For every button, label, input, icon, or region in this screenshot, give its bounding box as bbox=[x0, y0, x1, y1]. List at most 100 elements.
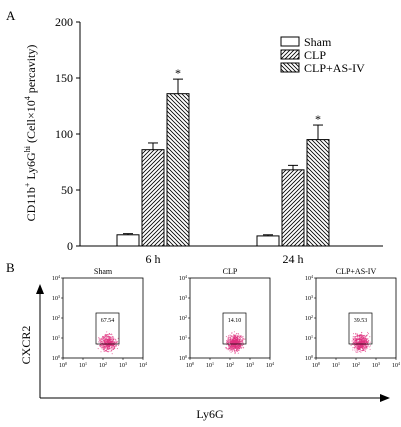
scatter-point bbox=[99, 340, 101, 342]
scatter-point bbox=[228, 345, 230, 347]
scatter-point bbox=[238, 340, 240, 342]
scatter-point bbox=[357, 351, 359, 353]
scatter-points bbox=[225, 331, 246, 355]
scatter-point bbox=[363, 335, 365, 337]
scatter-point bbox=[236, 339, 238, 341]
scatter-point bbox=[358, 339, 360, 341]
scatter-point bbox=[237, 342, 240, 344]
significance-marker: * bbox=[315, 112, 321, 126]
scatter-point bbox=[111, 337, 113, 339]
scatter-point bbox=[108, 348, 110, 350]
x-tick-label: 103 bbox=[372, 361, 380, 369]
scatter-point bbox=[241, 341, 243, 343]
scatter-point bbox=[353, 335, 355, 338]
scatter-point bbox=[100, 340, 103, 342]
scatter-point bbox=[241, 346, 243, 349]
x-tick-label: 101 bbox=[79, 361, 87, 369]
legend-swatch bbox=[280, 62, 300, 73]
scatter-point bbox=[236, 347, 238, 349]
scatter-point bbox=[234, 351, 236, 353]
scatter-point bbox=[243, 338, 245, 340]
bar-clp-as-iv bbox=[166, 93, 190, 247]
scatter-point bbox=[100, 347, 102, 349]
scatter-point bbox=[112, 348, 114, 350]
scatter-point bbox=[227, 341, 229, 343]
scatter-point bbox=[237, 337, 239, 340]
scatter-point bbox=[359, 342, 361, 344]
scatter-point bbox=[362, 338, 365, 340]
scatter-point bbox=[353, 346, 355, 349]
scatter-point bbox=[365, 340, 367, 342]
scatter-point bbox=[102, 344, 104, 346]
scatter-point bbox=[233, 350, 235, 352]
scatter-point bbox=[109, 347, 111, 349]
scatter-point bbox=[357, 346, 359, 348]
scatter-point bbox=[240, 345, 242, 347]
scatter-point bbox=[362, 337, 364, 339]
y-tick-label: 101 bbox=[305, 334, 313, 342]
y-tick-label: 103 bbox=[179, 294, 187, 302]
scatter-point bbox=[244, 338, 246, 340]
scatter-point bbox=[364, 350, 367, 352]
scatter-point bbox=[106, 338, 108, 340]
scatter-point bbox=[112, 342, 114, 344]
scatter-point bbox=[234, 334, 236, 336]
scatter-point bbox=[113, 340, 115, 343]
scatter-point bbox=[111, 349, 113, 351]
scatter-point bbox=[360, 346, 362, 349]
x-tick-label: 104 bbox=[266, 361, 274, 369]
scatter-point bbox=[353, 342, 355, 344]
scatter-point bbox=[231, 332, 233, 334]
scatter-point bbox=[110, 341, 112, 343]
scatter-point bbox=[363, 348, 365, 350]
scatter-point bbox=[366, 344, 368, 346]
scatter-point bbox=[358, 344, 360, 346]
scatter-point bbox=[234, 350, 236, 352]
scatter-point bbox=[100, 339, 102, 341]
scatter-point bbox=[355, 342, 357, 344]
scatter-point bbox=[233, 342, 235, 344]
plot-title: Sham bbox=[94, 267, 113, 276]
scatter-point bbox=[102, 338, 104, 340]
scatter-point bbox=[106, 334, 108, 336]
scatter-point bbox=[102, 341, 104, 343]
gate-box bbox=[348, 312, 373, 345]
scatter-point bbox=[359, 339, 361, 341]
scatter-point bbox=[235, 341, 237, 344]
scatter-points bbox=[350, 331, 372, 353]
bar-clp bbox=[141, 149, 165, 247]
scatter-point bbox=[360, 344, 362, 347]
legend-label: Sham bbox=[304, 35, 332, 49]
scatter-point bbox=[230, 349, 232, 351]
scatter-point bbox=[237, 333, 240, 335]
scatter-point bbox=[367, 341, 369, 343]
y-tick-label: 50 bbox=[61, 183, 73, 197]
scatter-point bbox=[111, 344, 113, 346]
scatter-point bbox=[229, 336, 231, 338]
scatter-point bbox=[226, 344, 228, 346]
scatter-point bbox=[235, 336, 237, 339]
scatter-point bbox=[233, 340, 235, 342]
scatter-point bbox=[228, 335, 230, 337]
scatter-point bbox=[360, 336, 362, 338]
x-tick-label: 24 h bbox=[283, 252, 304, 266]
scatter-point bbox=[369, 341, 371, 343]
scatter-point bbox=[231, 348, 233, 350]
scatter-point bbox=[356, 348, 358, 350]
scatter-point bbox=[361, 338, 363, 340]
scatter-point bbox=[101, 336, 104, 338]
scatter-point bbox=[98, 338, 100, 340]
scatter-point bbox=[354, 340, 356, 342]
scatter-point bbox=[232, 344, 234, 346]
scatter-point bbox=[238, 336, 240, 338]
scatter-point bbox=[234, 346, 236, 348]
scatter-point bbox=[225, 347, 227, 349]
scatter-point bbox=[109, 342, 111, 344]
scatter-point bbox=[110, 350, 113, 352]
y-label-sup2: hi bbox=[23, 145, 32, 152]
x-tick-label: 102 bbox=[99, 361, 107, 369]
scatter-point bbox=[116, 348, 118, 350]
x-tick-label: 101 bbox=[332, 361, 340, 369]
scatter-point bbox=[353, 341, 355, 343]
panel-b-y-arrowhead bbox=[36, 284, 44, 294]
